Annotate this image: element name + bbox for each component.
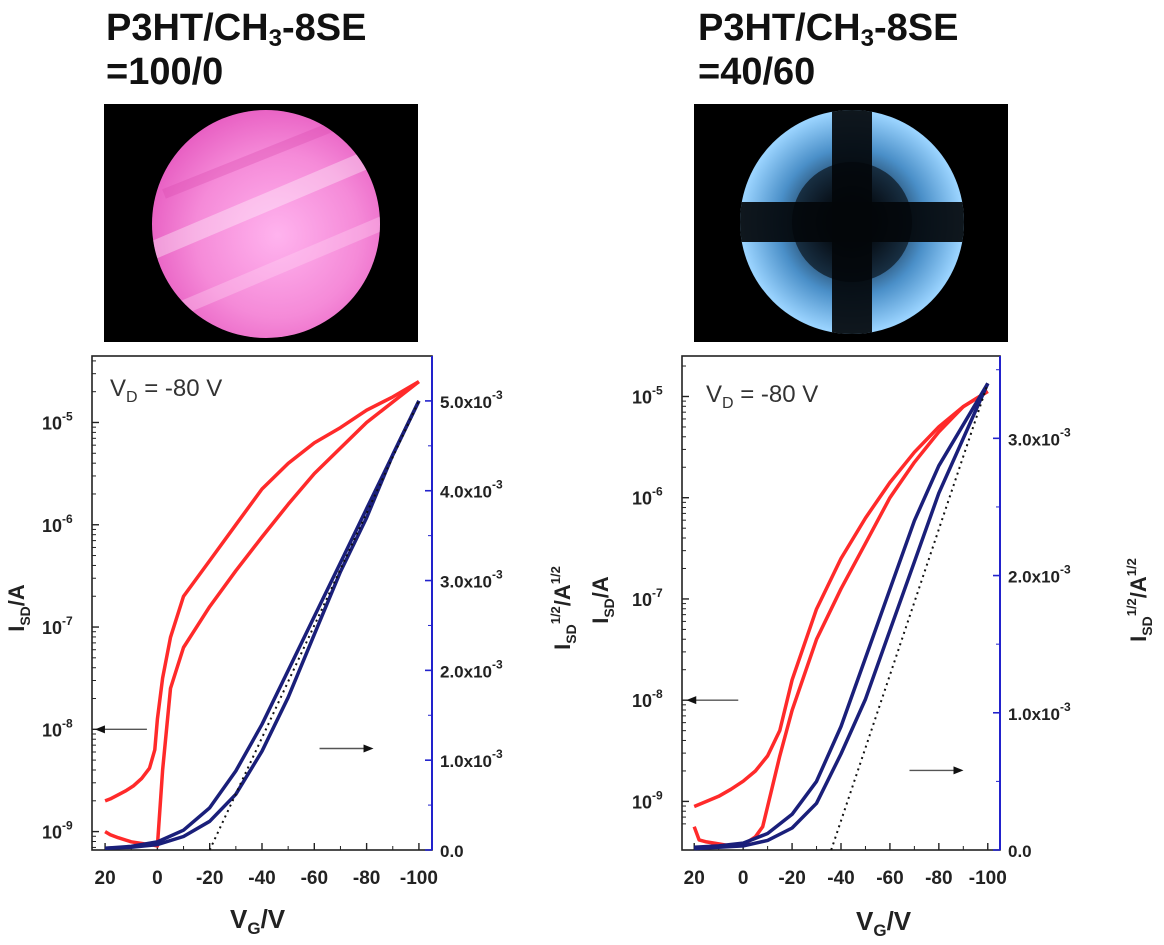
- right-tick-label: 2.0x10-3: [440, 657, 503, 681]
- right-tick-label: 2.0x10-3: [1008, 563, 1071, 587]
- log-current-curve: [693, 389, 989, 809]
- x-tick-label: -20: [196, 868, 223, 889]
- right-y-axis-label: ISD1/2/A1/2: [1124, 558, 1155, 642]
- x-tick-label: 20: [95, 868, 116, 889]
- x-tick-label: -100: [969, 868, 1007, 889]
- title-subscript: 3: [860, 25, 874, 52]
- right-tick-label: 3.0x10-3: [440, 568, 503, 592]
- left-tick-label: 10-7: [42, 614, 73, 638]
- x-tick-label: 0: [152, 868, 163, 889]
- right-tick-label: 3.0x10-3: [1008, 425, 1071, 449]
- x-axis-label: VG/V: [230, 904, 286, 938]
- title-ratio: =40/60: [698, 51, 816, 93]
- x-tick-label: -80: [925, 868, 952, 889]
- x-tick-label: 0: [738, 868, 749, 889]
- sqrt-current-curve: [105, 400, 421, 850]
- title-subscript: 3: [268, 25, 282, 52]
- left-axis-ticks: 10-9 10-8 10-7 10-6 10-5: [42, 360, 99, 848]
- right-y-axis-label: ISD1/2/A1/2: [548, 566, 579, 650]
- x-tick-label: -40: [248, 868, 275, 889]
- left-y-axis-label: ISD/A: [588, 576, 617, 624]
- right-arrow-head: [363, 744, 374, 753]
- x-axis-ticks: 20 0 -20 -40 -60 -80 -100: [684, 843, 1007, 889]
- right-tick-label: 5.0x10-3: [440, 388, 503, 412]
- left-tick-label: 10-7: [632, 586, 663, 610]
- micrograph-blue-disc: [694, 104, 1008, 342]
- left-y-axis-label: ISD/A: [4, 584, 33, 632]
- title-ratio: =100/0: [106, 51, 224, 93]
- right-tick-label: 0.0: [1008, 842, 1032, 861]
- right-tick-label: 0.0: [440, 842, 464, 861]
- title-line1: P3HT/CH: [106, 7, 269, 49]
- linear-fit-line: [830, 383, 989, 851]
- panel-left-title: P3HT/CH3-8SE =100/0: [106, 6, 366, 94]
- series-group: [692, 382, 990, 851]
- right-tick-label: 1.0x10-3: [1008, 700, 1071, 724]
- left-tick-label: 10-5: [632, 383, 663, 407]
- x-tick-label: 20: [684, 868, 705, 889]
- sqrt-current-curve: [694, 382, 990, 850]
- left-tick-label: 10-8: [632, 687, 663, 711]
- title-suffix: -8SE: [873, 7, 959, 49]
- left-tick-label: 10-6: [632, 485, 663, 509]
- micrograph-pink-disc: [104, 104, 418, 342]
- x-tick-label: -40: [827, 868, 854, 889]
- x-tick-label: -60: [301, 868, 328, 889]
- x-tick-label: -100: [400, 868, 438, 889]
- blue-disc-image: [740, 110, 964, 334]
- left-axis-ticks: 10-9 10-8 10-7 10-6 10-5: [632, 365, 689, 825]
- left-tick-label: 10-6: [42, 512, 73, 536]
- x-tick-label: -80: [353, 868, 380, 889]
- direction-arrows: [686, 696, 964, 775]
- title-suffix: -8SE: [281, 7, 367, 49]
- pink-disc-image: [152, 110, 380, 338]
- left-tick-label: 10-9: [632, 788, 663, 812]
- linear-fit-line: [208, 400, 420, 851]
- plot-frame: [681, 355, 1001, 851]
- sqrt-current-curve: [104, 400, 421, 850]
- x-tick-label: -60: [876, 868, 903, 889]
- x-tick-label: -20: [778, 868, 805, 889]
- right-axis-ticks: 0.0 1.0x10-3 2.0x10-3 3.0x10-3: [993, 369, 1071, 861]
- right-tick-label: 4.0x10-3: [440, 478, 503, 502]
- right-axis-ticks: 0.0 1.0x10-3 2.0x10-3 3.0x10-3 4.0x10-3 5.0x1…: [425, 388, 503, 861]
- panel-right-title: P3HT/CH3-8SE =40/60: [698, 6, 958, 94]
- left-tick-label: 10-9: [42, 819, 73, 843]
- right-tick-label: 1.0x10-3: [440, 747, 503, 771]
- log-current-curve: [104, 380, 420, 848]
- drain-voltage-annotation: VD = -80 V: [706, 381, 818, 412]
- transfer-chart-100-0: 10-9 10-8 10-7 10-6 10-5 0.0 1.0x10-3 2.0x10-3…: [4, 355, 579, 938]
- drain-voltage-annotation: VD = -80 V: [110, 375, 222, 406]
- title-line1: P3HT/CH: [698, 7, 861, 49]
- right-arrow-head: [953, 766, 964, 775]
- series-group: [104, 380, 421, 851]
- left-arrow-head: [686, 696, 697, 705]
- left-arrow-head: [94, 725, 105, 734]
- log-current-curve: [104, 380, 420, 803]
- transfer-chart-40-60: 10-9 10-8 10-7 10-6 10-5 0.0 1.0x10-3 2.0x10-3…: [588, 355, 1155, 940]
- x-axis-label: VG/V: [856, 906, 912, 940]
- x-axis-ticks: 20 0 -20 -40 -60 -80 -100: [95, 843, 438, 889]
- left-tick-label: 10-8: [42, 716, 73, 740]
- left-tick-label: 10-5: [42, 409, 73, 433]
- direction-arrows: [94, 725, 374, 753]
- sqrt-current-curve: [694, 382, 990, 851]
